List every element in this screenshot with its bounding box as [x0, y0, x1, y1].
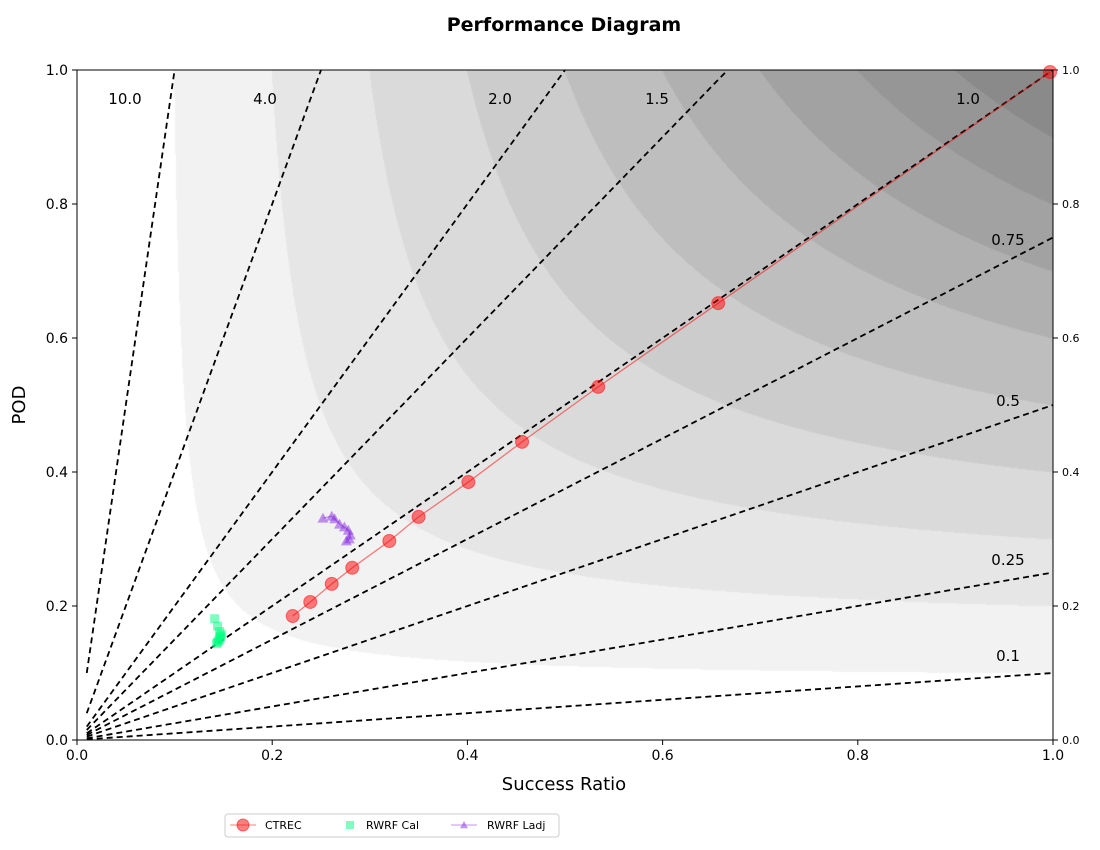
- bias-label: 0.1: [996, 647, 1020, 665]
- data-point: [285, 609, 300, 624]
- y-tick-label-right: 0.2: [1062, 600, 1080, 613]
- x-axis-label: Success Ratio: [502, 774, 626, 795]
- data-point: [711, 296, 726, 311]
- bias-label: 10.0: [108, 90, 141, 108]
- legend-label: RWRF Cal: [366, 819, 419, 832]
- bias-line: [86, 404, 1054, 738]
- y-tick-label-right: 0.6: [1062, 332, 1080, 345]
- y-tick-label-right: 0.8: [1062, 198, 1080, 211]
- data-point: [460, 821, 468, 829]
- y-tick-label-right: 1.0: [1062, 64, 1080, 77]
- bias-line: [85, 69, 322, 714]
- bias-label: 1.0: [956, 90, 980, 108]
- bias-line: [86, 69, 729, 731]
- y-tick-label: 0.2: [46, 599, 68, 615]
- y-tick-label-right: 0.4: [1062, 466, 1080, 479]
- data-point: [213, 637, 223, 647]
- plot-frame: [76, 69, 1054, 741]
- data-point: [345, 560, 360, 575]
- bias-line: [86, 236, 1054, 736]
- data-point: [591, 379, 606, 394]
- data-point: [461, 475, 476, 490]
- y-tick-label: 0.4: [46, 465, 68, 481]
- data-point: [210, 614, 220, 624]
- bias-label: 1.5: [645, 90, 669, 108]
- data-point: [340, 535, 352, 546]
- data-point: [213, 621, 223, 631]
- y-tick-label: 0.8: [46, 197, 68, 213]
- y-axis-label: POD: [9, 386, 30, 425]
- y-tick-label: 1.0: [46, 63, 68, 79]
- data-point: [346, 821, 354, 829]
- bias-label: 2.0: [488, 90, 512, 108]
- x-tick-label: 0.4: [456, 748, 478, 764]
- series-line: [292, 71, 1051, 617]
- data-point: [215, 632, 225, 642]
- bias-line: [86, 571, 1054, 740]
- bias-line: [85, 69, 176, 674]
- data-point: [329, 513, 341, 524]
- data-point: [1043, 65, 1058, 80]
- data-point: [324, 576, 339, 591]
- data-point: [515, 434, 530, 449]
- bias-line: [86, 672, 1054, 741]
- bias-label: 4.0: [253, 90, 277, 108]
- bias-line: [86, 69, 1054, 735]
- y-tick-label: 0.6: [46, 331, 68, 347]
- y-tick-label-right: 0.0: [1062, 734, 1080, 747]
- x-tick-label: 0.8: [847, 748, 869, 764]
- x-tick-label: 0.6: [651, 748, 673, 764]
- data-point: [236, 818, 250, 832]
- bias-line: [86, 69, 566, 728]
- x-tick-label: 0.2: [261, 748, 283, 764]
- legend: CTREC RWRF Cal RWRF Ladj: [224, 813, 560, 838]
- data-point: [382, 534, 397, 549]
- data-point: [317, 512, 329, 523]
- y-tick-label: 0.0: [46, 733, 68, 749]
- bias-label: 0.75: [991, 231, 1024, 249]
- legend-label: CTREC: [265, 819, 302, 832]
- data-point: [411, 509, 426, 524]
- bias-label: 0.25: [991, 551, 1024, 569]
- bias-label: 0.5: [996, 392, 1020, 410]
- chart-title: Performance Diagram: [447, 14, 681, 36]
- data-point: [303, 594, 318, 609]
- x-tick-label: 1.0: [1042, 748, 1064, 764]
- legend-label: RWRF Ladj: [487, 819, 545, 832]
- x-tick-label: 0.0: [66, 748, 88, 764]
